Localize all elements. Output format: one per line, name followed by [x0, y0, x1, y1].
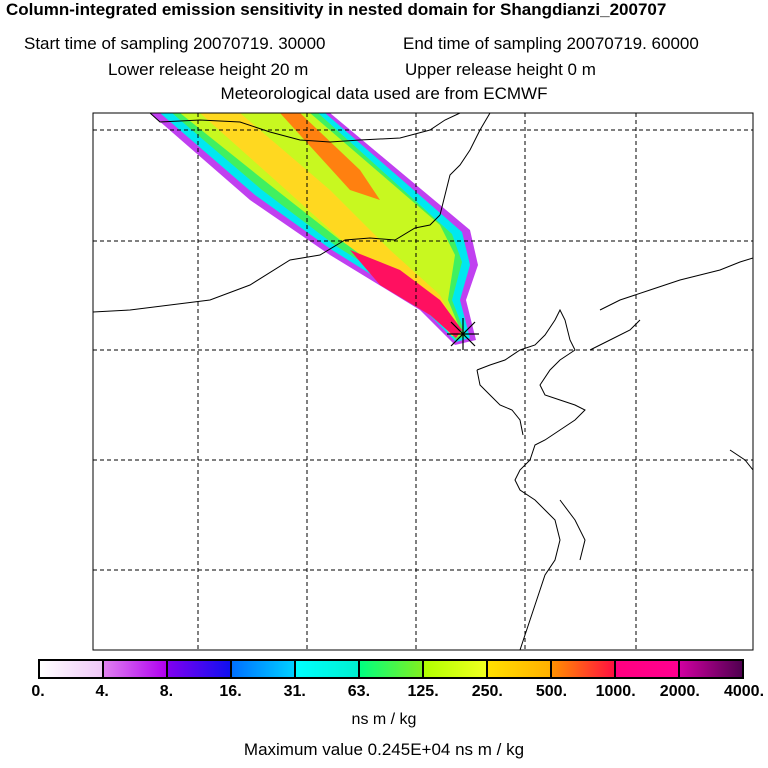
plume-yellowgreen — [180, 113, 462, 338]
colorbar — [38, 659, 744, 679]
colorbar-tick-label: 16. — [219, 683, 242, 700]
colorbar-tick-label: 0. — [31, 683, 45, 700]
colorbar-segment — [360, 661, 424, 677]
colorbar-tick-label: 250. — [471, 683, 503, 700]
chart-title: Column-integrated emission sensitivity i… — [6, 0, 667, 19]
colorbar-segment — [104, 661, 168, 677]
maximum-value-label: Maximum value 0.245E+04 ns m / kg — [243, 740, 525, 759]
colorbar-tick-label: 4. — [95, 683, 109, 700]
upper-release-height: Upper release height 0 m — [405, 60, 596, 79]
colorbar-tick-label: 4000. — [723, 683, 765, 700]
colorbar-segment — [680, 661, 742, 677]
colorbar-tick-label: 63. — [347, 683, 371, 700]
colorbar-tick-label: 500. — [535, 683, 568, 700]
colorbar-tick-label: 125. — [407, 683, 439, 700]
colorbar-tick-label: 1000. — [595, 683, 636, 700]
colorbar-segment — [424, 661, 488, 677]
colorbar-segment — [168, 661, 232, 677]
colorbar-tick-label: 31. — [283, 683, 306, 700]
receptor-marker-icon — [447, 318, 479, 350]
colorbar-segment — [616, 661, 680, 677]
met-data-label: Meteorological data used are from ECMWF — [220, 84, 548, 103]
colorbar-segment — [552, 661, 616, 677]
colorbar-unit: ns m / kg — [351, 711, 417, 728]
colorbar-tick-label: 8. — [159, 683, 174, 700]
end-time-label: End time of sampling 20070719. 60000 — [403, 34, 699, 53]
colorbar-segment — [296, 661, 360, 677]
colorbar-segment — [40, 661, 104, 677]
plume-orange — [280, 113, 380, 200]
start-time-label: Start time of sampling 20070719. 30000 — [24, 34, 326, 53]
plume-red — [350, 250, 462, 338]
colorbar-segment — [488, 661, 552, 677]
colorbar-tick-label: 2000. — [659, 683, 700, 700]
grid-lines — [93, 113, 753, 650]
plume-green — [172, 113, 466, 340]
colorbar-segment — [232, 661, 296, 677]
map-frame — [92, 112, 754, 651]
coastlines — [93, 113, 753, 650]
lower-release-height: Lower release height 20 m — [108, 60, 309, 79]
